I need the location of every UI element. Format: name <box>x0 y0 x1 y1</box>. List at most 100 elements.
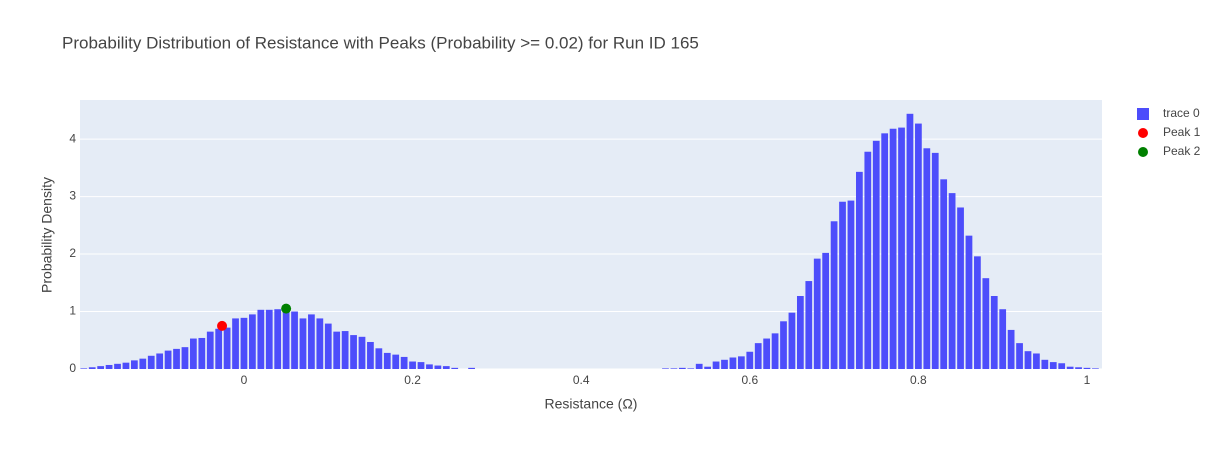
bar <box>88 367 96 369</box>
bar <box>198 337 206 369</box>
bar <box>164 350 172 369</box>
bar <box>695 363 703 369</box>
bar <box>670 368 678 369</box>
bar <box>982 278 990 369</box>
legend-item[interactable]: Peak 2 <box>1138 144 1201 158</box>
bar <box>864 151 872 369</box>
bar <box>131 360 138 369</box>
bar <box>240 317 248 369</box>
bar <box>265 309 273 369</box>
bar <box>1049 362 1057 369</box>
bar <box>1041 359 1049 369</box>
bar <box>839 201 846 369</box>
bar <box>282 308 290 369</box>
bar <box>889 128 897 369</box>
bar <box>350 335 357 369</box>
bar <box>822 252 830 369</box>
bar <box>223 327 231 369</box>
bar <box>97 366 105 369</box>
bar <box>409 361 416 369</box>
bar <box>114 363 121 369</box>
bar <box>215 328 223 369</box>
bar <box>392 354 400 369</box>
x-tick-label: 1 <box>1084 373 1091 387</box>
bar <box>754 343 762 369</box>
bar <box>232 318 239 369</box>
legend-item[interactable]: trace 0 <box>1137 106 1200 120</box>
bar <box>1033 353 1040 369</box>
bar <box>299 318 307 369</box>
legend-label: trace 0 <box>1163 106 1200 120</box>
bar <box>1075 367 1082 369</box>
bar <box>898 127 905 369</box>
bar <box>813 258 821 369</box>
bar <box>122 362 130 369</box>
legend-swatch <box>1138 147 1148 157</box>
y-tick-label: 0 <box>69 361 76 375</box>
y-axis-title: Probability Density <box>39 177 55 293</box>
bar <box>687 368 695 369</box>
x-axis-title: Resistance (Ω) <box>545 396 638 412</box>
bar <box>1007 329 1015 369</box>
bar <box>341 331 349 369</box>
bar <box>156 353 164 369</box>
bar <box>923 148 931 369</box>
bar <box>856 171 863 369</box>
bar <box>308 314 315 369</box>
bar <box>721 359 728 369</box>
bar <box>915 123 922 369</box>
legend-item[interactable]: Peak 1 <box>1138 125 1201 139</box>
y-tick-label: 3 <box>69 189 76 203</box>
bar <box>147 355 155 369</box>
bar <box>426 364 433 369</box>
bar <box>249 314 256 369</box>
bar <box>881 133 889 369</box>
bar <box>367 341 374 369</box>
legend: trace 0 Peak 1 Peak 2 <box>1137 106 1201 158</box>
bar <box>704 366 712 369</box>
bar <box>173 348 180 369</box>
bar <box>1058 363 1066 369</box>
bar <box>906 113 914 370</box>
legend-label: Peak 2 <box>1163 144 1201 158</box>
bar <box>805 281 813 369</box>
x-tick-label: 0.6 <box>741 373 758 387</box>
y-tick-label: 4 <box>69 131 76 145</box>
legend-swatch <box>1137 108 1149 120</box>
bar <box>1016 343 1023 369</box>
bar <box>974 256 981 369</box>
bar <box>468 367 475 369</box>
x-tick-label: 0.2 <box>404 373 421 387</box>
bar <box>990 296 998 369</box>
bar <box>771 333 779 369</box>
bar <box>206 331 214 369</box>
bar <box>847 200 855 369</box>
bar <box>788 312 796 369</box>
bar <box>1092 368 1099 369</box>
bar <box>965 235 973 369</box>
legend-swatch <box>1138 128 1148 138</box>
bar <box>291 311 298 369</box>
bar <box>678 367 686 369</box>
bar <box>324 323 332 369</box>
bar <box>358 336 366 369</box>
bar <box>417 362 425 369</box>
bar <box>375 348 383 369</box>
marks <box>80 113 1099 370</box>
bar <box>257 309 265 369</box>
bar <box>662 368 669 369</box>
bar <box>957 207 964 369</box>
bar <box>190 338 197 369</box>
bar <box>274 309 282 369</box>
bar <box>796 296 804 369</box>
bar <box>712 361 720 369</box>
bar <box>383 352 391 369</box>
bar <box>181 347 189 369</box>
bar <box>746 351 754 369</box>
bar <box>780 321 787 369</box>
bar <box>931 152 939 369</box>
chart-title: Probability Distribution of Resistance w… <box>62 33 699 52</box>
bar <box>999 309 1007 369</box>
